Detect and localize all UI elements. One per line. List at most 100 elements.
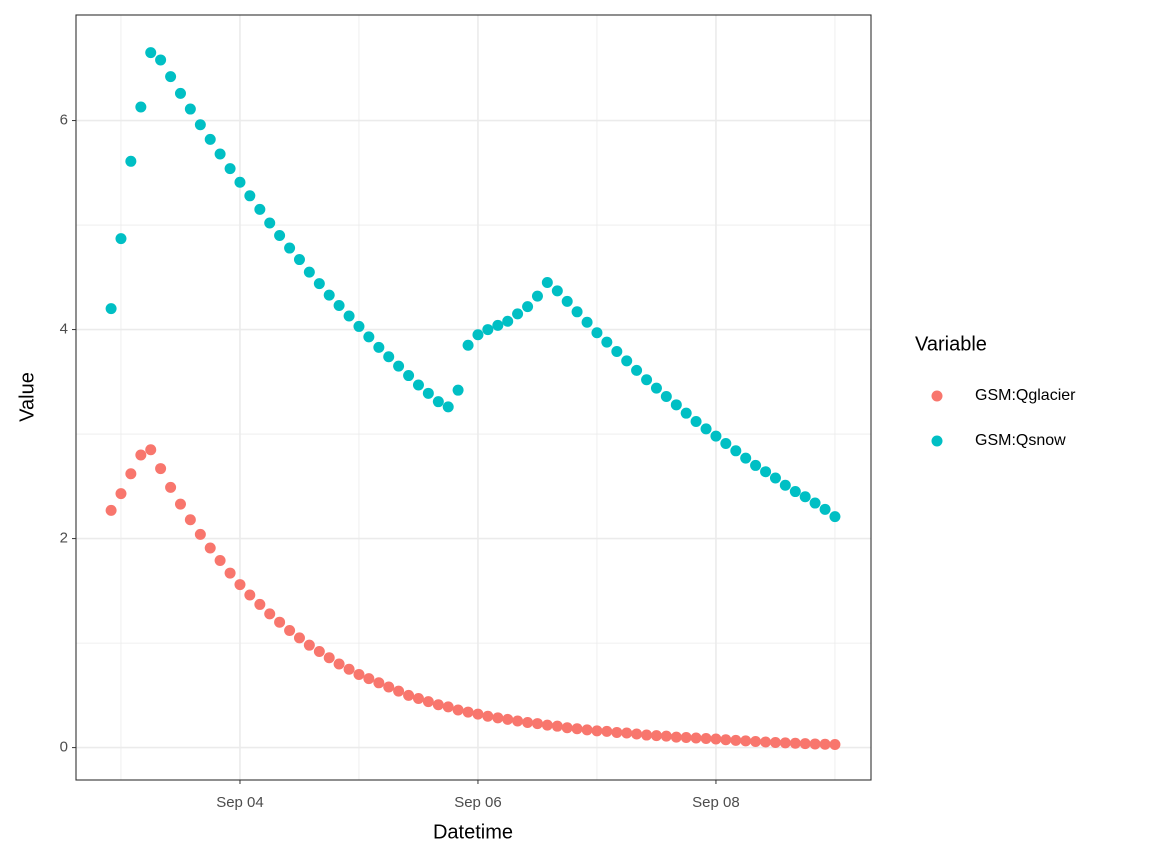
point [809, 738, 821, 750]
point [125, 155, 137, 167]
point [234, 176, 246, 188]
point [353, 668, 365, 680]
point [799, 738, 811, 750]
point [254, 203, 266, 215]
point [264, 217, 276, 229]
point [760, 466, 772, 478]
point [303, 266, 315, 278]
point [214, 148, 226, 160]
point [303, 639, 315, 651]
point [720, 734, 732, 746]
point [829, 738, 841, 750]
point [135, 449, 147, 461]
points [105, 47, 841, 750]
point [710, 733, 722, 745]
y-tick-label: 2 [60, 530, 68, 547]
point [512, 308, 524, 320]
point [522, 301, 534, 313]
point [740, 452, 752, 464]
point [393, 360, 405, 372]
point [264, 608, 276, 620]
point [333, 658, 345, 670]
point [412, 379, 424, 391]
point [531, 718, 543, 730]
point [383, 351, 395, 363]
point [621, 727, 633, 739]
point [174, 87, 186, 99]
point [779, 479, 791, 491]
point [204, 542, 216, 554]
point [720, 437, 732, 449]
point [690, 732, 702, 744]
point [204, 133, 216, 145]
point [313, 278, 325, 290]
point [293, 254, 305, 266]
point [740, 735, 752, 747]
point [165, 481, 177, 493]
point [184, 103, 196, 115]
point [819, 738, 831, 750]
point [482, 324, 494, 336]
legend-label: GSM:Qglacier [975, 387, 1076, 404]
point [363, 673, 375, 685]
point [224, 567, 236, 579]
x-tick-label: Sep 06 [454, 794, 502, 811]
x-tick-label: Sep 04 [216, 794, 264, 811]
point [274, 616, 286, 628]
point [373, 341, 385, 353]
legend-marker [931, 435, 943, 447]
point [631, 364, 643, 376]
point [393, 685, 405, 697]
point [244, 589, 256, 601]
point [750, 459, 762, 471]
legend-title: Variable [915, 333, 987, 355]
point [571, 723, 583, 735]
point [323, 652, 335, 664]
point [234, 579, 246, 591]
point [512, 715, 524, 727]
y-tick-label: 4 [60, 321, 68, 338]
point [660, 390, 672, 402]
point [650, 382, 662, 394]
panel-border [75, 14, 872, 781]
point [601, 336, 613, 348]
point [581, 316, 593, 328]
point [641, 729, 653, 741]
point [531, 290, 543, 302]
x-tick-label: Sep 08 [692, 794, 740, 811]
point [502, 315, 514, 327]
point [591, 725, 603, 737]
point [284, 242, 296, 254]
point [115, 233, 127, 245]
point [760, 736, 772, 748]
point [194, 119, 206, 131]
point [284, 625, 296, 637]
point [184, 514, 196, 526]
point [581, 724, 593, 736]
point [502, 713, 514, 725]
point [541, 277, 553, 289]
point [819, 503, 831, 515]
point [779, 737, 791, 749]
point [611, 346, 623, 358]
point [571, 306, 583, 318]
legend-label: GSM:Qsnow [975, 432, 1066, 449]
point [492, 712, 504, 724]
point [650, 730, 662, 742]
point [462, 706, 474, 718]
point [789, 486, 801, 498]
point [561, 295, 573, 307]
point [274, 230, 286, 242]
point [621, 355, 633, 367]
point [165, 71, 177, 83]
point [769, 472, 781, 484]
point [700, 733, 712, 745]
legend-marker [931, 390, 943, 402]
point [442, 701, 454, 713]
point [313, 645, 325, 657]
grid [76, 15, 871, 780]
point [641, 374, 653, 386]
point [194, 528, 206, 540]
